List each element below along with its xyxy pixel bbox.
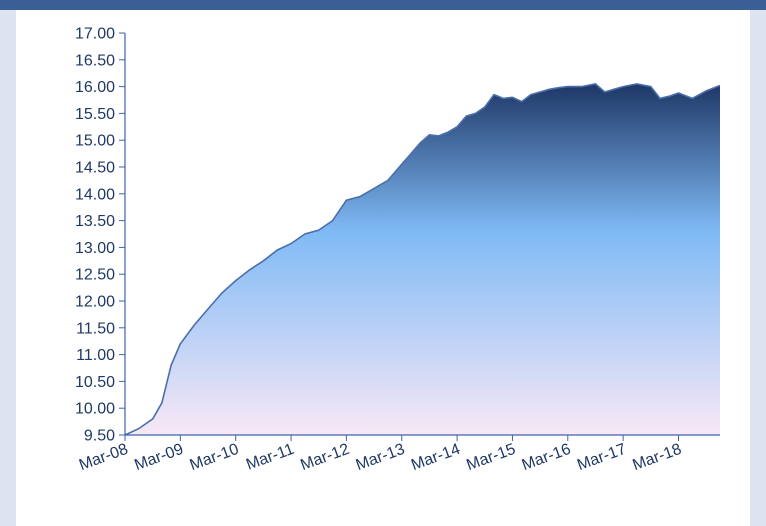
x-tick-label: Mar-09 (132, 441, 186, 474)
title-bar (0, 0, 766, 10)
x-tick-labels: Mar-08 Mar-09 Mar-10 Mar-11 Mar-12 Mar-13 Mar-… (77, 441, 684, 474)
x-tick-label: Mar-14 (409, 441, 463, 474)
y-tick-label: 10.00 (75, 401, 115, 418)
y-tick-label: 11.50 (76, 320, 115, 337)
x-tick-label: Mar-10 (188, 441, 242, 474)
y-tick-label: 14.50 (75, 160, 115, 177)
y-tick-label: 9.50 (84, 428, 115, 445)
y-tick-label: 16.00 (75, 79, 115, 96)
y-tick-label: 12.00 (75, 294, 115, 311)
area-fill (125, 83, 720, 436)
y-tick-label: 13.50 (75, 213, 115, 230)
x-tick-label: Mar-13 (354, 441, 408, 474)
x-tick-label: Mar-08 (77, 441, 131, 474)
y-tick-label: 10.50 (75, 374, 115, 391)
y-tick-label: 16.50 (75, 52, 115, 69)
area-layer (124, 83, 721, 436)
y-tick-label: 15.00 (75, 133, 115, 150)
x-tick-label: Mar-18 (630, 441, 684, 474)
x-tick-label: Mar-16 (520, 441, 574, 474)
y-tick-label: 11.00 (76, 347, 115, 364)
series-line (124, 83, 721, 436)
x-tick-label: Mar-17 (575, 441, 629, 474)
axes (119, 32, 720, 441)
x-tick-label: Mar-12 (298, 441, 352, 474)
y-tick-label: 15.50 (75, 106, 115, 123)
y-tick-label: 14.00 (75, 186, 115, 203)
y-tick-label: 13.00 (75, 240, 115, 257)
y-tick-label: 17.00 (75, 26, 115, 43)
x-tick-label: Mar-15 (464, 441, 518, 474)
y-tick-label: 12.50 (75, 267, 115, 284)
y-tick-labels: 9.50 10.00 10.50 11.00 11.50 12.00 12.50 13.00 1… (75, 26, 115, 445)
x-tick-label: Mar-11 (244, 441, 296, 474)
